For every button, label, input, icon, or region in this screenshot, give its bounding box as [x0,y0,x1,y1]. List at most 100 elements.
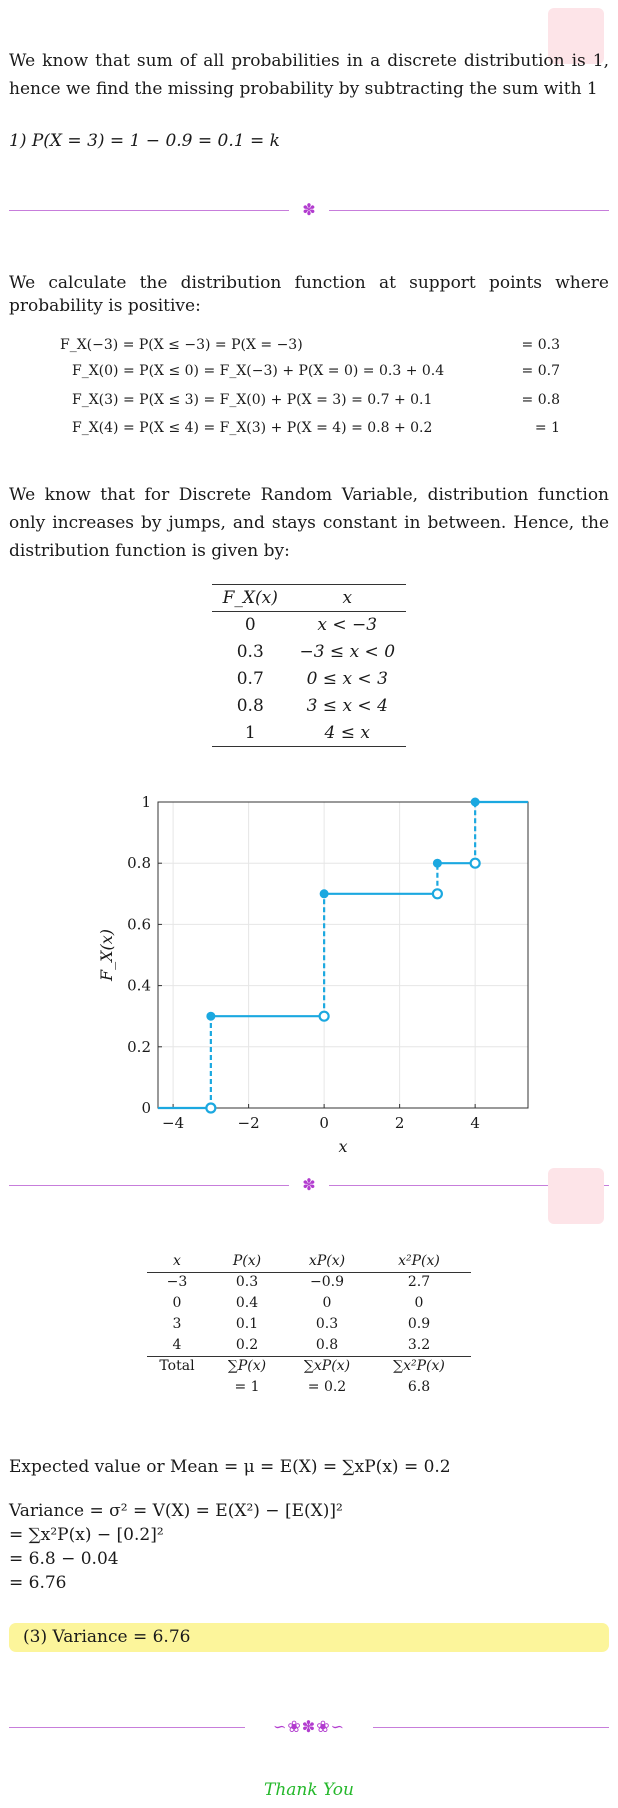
cdf-value: 1 [212,719,289,747]
cell: 0.3 [235,1274,259,1291]
cell: ∑P(x) [207,1355,287,1377]
cell: −0.9 [310,1274,344,1291]
cdf-value: 0.3 [236,642,264,662]
open-point-marker [318,1010,330,1022]
watermark-logo [548,1168,604,1224]
y-tick-label: 0.6 [127,915,151,933]
flower-ornament-icon: ✽ [302,200,316,219]
distribution-intro: We calculate the distribution function a… [9,273,609,316]
cdf-range: −3 ≤ x < 0 [299,642,396,662]
cell: ∑x²P(x) [367,1355,471,1377]
cell: 0.2 [235,1336,259,1353]
table-row: 0 x < −3 [212,612,406,639]
total-label: Total [147,1355,207,1377]
cell: 3 [172,1316,182,1332]
filled-point-marker [319,889,329,899]
cdf-header: F_X(x) [212,584,289,612]
cell: = 1 [234,1379,260,1395]
open-point-marker [205,1102,217,1114]
stats-header: xP(x) [287,1251,367,1273]
cell: −3 [166,1274,188,1291]
cdf-table: F_X(x) x 0 x < −3 0.3 −3 ≤ x < 0 0.7 0 ≤ x … [212,584,406,747]
step-lhs: F_X(4) = P(X ≤ 4) = F_X(3) + P(X = 4) = … [72,420,433,436]
cell: 2.7 [407,1274,431,1291]
y-tick-label: 0.8 [127,854,151,872]
final-divider: ∽❀✽❀∽ [9,1717,609,1737]
stats-table: x P(x) xP(x) x²P(x) −3 0.3 −0.9 2.7 0 0.4 0 0 … [147,1251,471,1398]
y-tick-label: 0.2 [127,1038,151,1056]
watermark-logo [548,8,604,64]
y-axis-label: F_X(x) [97,929,116,982]
filled-point-marker [206,1011,216,1021]
variance-line: Variance = σ² = V(X) = E(X²) − [E(X)]² [9,1501,343,1521]
cdf-range: x < −3 [317,615,378,636]
y-tick-label: 0.4 [127,977,151,995]
table-row: 4 0.2 0.8 3.2 [147,1335,471,1356]
table-row: 0.7 0 ≤ x < 3 [212,666,406,693]
ornament-icon: ∽❀✽❀∽ [272,1717,346,1736]
stats-header: x²P(x) [367,1251,471,1273]
table-row: 0 0.4 0 0 [147,1293,471,1314]
step-lhs: F_X(3) = P(X ≤ 3) = F_X(0) + P(X = 3) = … [72,392,433,408]
step-rhs: = 0.7 [521,363,560,379]
answer-highlight: (3) Variance = 6.76 [9,1623,609,1652]
cell: 0 [322,1295,332,1311]
stats-header: x [147,1251,207,1273]
cell: 4 [172,1336,182,1353]
cell: 0.4 [235,1295,259,1311]
x-tick-label: 2 [395,1114,405,1132]
plot-frame [157,801,529,1109]
cell: 0.9 [407,1316,431,1332]
cell: 6.8 [407,1379,431,1395]
cell: 0.3 [315,1316,339,1332]
variance-line: = 6.8 − 0.04 [9,1549,119,1569]
cell: = 0.2 [307,1379,347,1395]
x-tick-label: −4 [162,1114,184,1132]
y-tick-label: 0 [141,1099,151,1117]
table-row: 3 0.1 0.3 0.9 [147,1314,471,1335]
flower-ornament-icon: ✽ [302,1175,316,1194]
section-divider: ✽ [9,200,609,220]
distribution-step: F_X(−3) = P(X ≤ −3) = P(X = −3) = 0.3 [60,333,560,357]
cell: 3.2 [407,1336,431,1353]
step-lhs: F_X(0) = P(X ≤ 0) = F_X(−3) + P(X = 0) =… [72,363,445,379]
open-point-marker [431,888,443,900]
cdf-value: 0.7 [236,669,264,689]
intro-paragraph: We know that sum of all probabilities in… [9,51,609,99]
x-tick-label: −2 [238,1114,260,1132]
step-rhs: = 1 [534,420,560,436]
step-rhs: = 0.8 [521,392,560,408]
step-rhs: = 0.3 [521,337,560,353]
table-row: −3 0.3 −0.9 2.7 [147,1272,471,1293]
open-point-marker [469,857,481,869]
table-row: 0.8 3 ≤ x < 4 [212,693,406,720]
cdf-header: x [288,584,406,612]
section-divider: ✽ [9,1175,609,1195]
thank-you: Thank You [263,1780,354,1800]
total-values-row: = 1 = 0.2 6.8 [147,1377,471,1398]
stats-header: P(x) [207,1251,287,1273]
cell: 0 [414,1295,424,1311]
distribution-step: F_X(4) = P(X ≤ 4) = F_X(3) + P(X = 4) = … [72,416,560,440]
jumps-paragraph: We know that for Discrete Random Variabl… [9,485,609,561]
y-tick-label: 1 [141,793,151,811]
x-tick-label: 4 [470,1114,480,1132]
cdf-range: 3 ≤ x < 4 [306,696,388,716]
step-1-equation: 1) P(X = 3) = 1 − 0.9 = 0.1 = k [9,131,280,151]
cdf-value: 0.8 [236,696,264,716]
step-lhs: F_X(−3) = P(X ≤ −3) = P(X = −3) [60,337,303,353]
table-row: 0.3 −3 ≤ x < 0 [212,639,406,666]
mean-equation: Expected value or Mean = μ = E(X) = ∑xP(… [9,1457,451,1477]
cdf-value: 0 [244,615,256,636]
cell: 0 [172,1295,182,1311]
cell: 0.8 [315,1336,339,1353]
total-row: Total ∑P(x) ∑xP(x) ∑x²P(x) [147,1355,471,1377]
cell: ∑xP(x) [287,1355,367,1377]
cdf-range: 0 ≤ x < 3 [306,669,388,689]
x-tick-label: 0 [319,1114,329,1132]
variance-line: = ∑x²P(x) − [0.2]² [9,1525,164,1545]
variance-line: = 6.76 [9,1573,67,1593]
filled-point-marker [470,797,480,807]
cdf-step-chart: −4 −2 0 2 4 0 0.2 0.4 0.6 0.8 1 x F_X(x) [97,793,529,1156]
